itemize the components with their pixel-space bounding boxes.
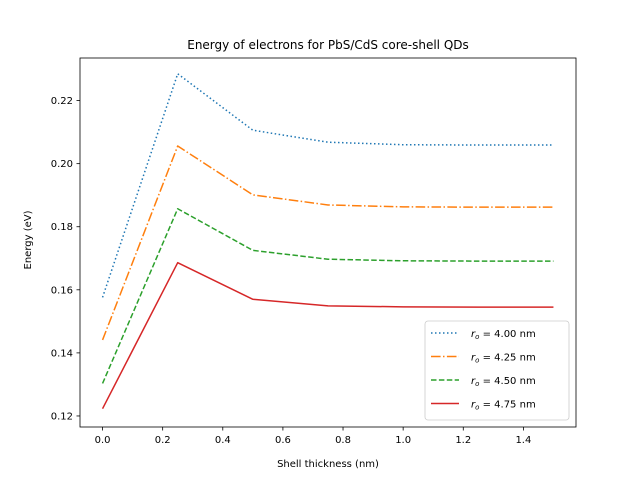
legend-symbol: r [471,353,476,364]
legend-label: ro = 4.25 nm [471,353,536,365]
data-point [553,206,555,208]
data-point [327,258,329,260]
data-point [252,299,254,301]
legend-label: ro = 4.00 nm [471,329,536,341]
legend-subscript: o [475,333,479,341]
data-point [327,204,329,206]
x-tick-label: 1.4 [515,435,531,446]
x-tick-label: 1.2 [455,435,471,446]
y-axis-label: Energy (eV) [23,210,34,269]
y-tick-label: 0.14 [51,348,73,359]
series-1 [101,73,555,299]
data-point [478,206,480,208]
legend-value: = 4.25 nm [479,353,535,364]
y-tick-label: 0.12 [51,411,73,422]
data-point [402,144,404,146]
data-point [102,339,104,341]
axes-frame [79,57,577,428]
series-3 [101,208,555,385]
data-point [102,408,104,410]
data-point [553,306,555,308]
data-point [478,144,480,146]
x-axis-label: Shell thickness (nm) [277,459,379,470]
legend-box [424,320,570,421]
data-point [402,260,404,262]
legend-subscript: o [475,404,479,412]
series-line [101,208,554,384]
x-tick-label: 0.6 [275,435,291,446]
axes: 0.0 0.2 0.4 0.6 0.8 1.0 1.2 1.4 0.12 0.14 0.16 0.18… [51,57,577,446]
legend-symbol: r [471,400,476,411]
legend-symbol: r [471,329,476,340]
data-point [102,297,104,299]
data-point [177,208,179,210]
legend-value: = 4.00 nm [479,329,535,340]
plot-area [101,73,555,410]
legend-subscript: o [475,380,479,388]
legend-subscript: o [475,357,479,365]
legend-value: = 4.50 nm [479,376,535,387]
data-point [402,306,404,308]
x-tick-label: 0.8 [335,435,351,446]
legend-value: = 4.75 nm [479,400,535,411]
data-point [478,306,480,308]
data-point [327,305,329,307]
series-line [101,145,554,341]
legend-label: ro = 4.75 nm [471,400,536,412]
chart-title: Energy of electrons for PbS/CdS core-she… [187,38,469,52]
data-point [102,383,104,385]
x-tick-label: 1.0 [395,435,411,446]
data-point [553,260,555,262]
data-point [252,129,254,131]
x-tick-label: 0.2 [155,435,171,446]
data-point [177,73,179,75]
y-tick-label: 0.22 [51,96,73,107]
y-tick-label: 0.18 [51,222,73,233]
data-point [177,145,179,147]
data-point [478,260,480,262]
data-point [177,262,179,264]
series-line [101,73,554,298]
data-point [252,194,254,196]
data-point [402,206,404,208]
y-tick-label: 0.16 [51,285,73,296]
x-tick-label: 0.4 [215,435,231,446]
series-line [101,261,554,410]
data-point [553,144,555,146]
legend-label: ro = 4.50 nm [471,376,536,388]
data-point [252,250,254,252]
series-2 [101,145,555,341]
y-tick-label: 0.20 [51,159,73,170]
series-4 [101,261,555,410]
legend-symbol: r [471,376,476,387]
data-point [327,141,329,143]
x-tick-label: 0.0 [95,435,111,446]
